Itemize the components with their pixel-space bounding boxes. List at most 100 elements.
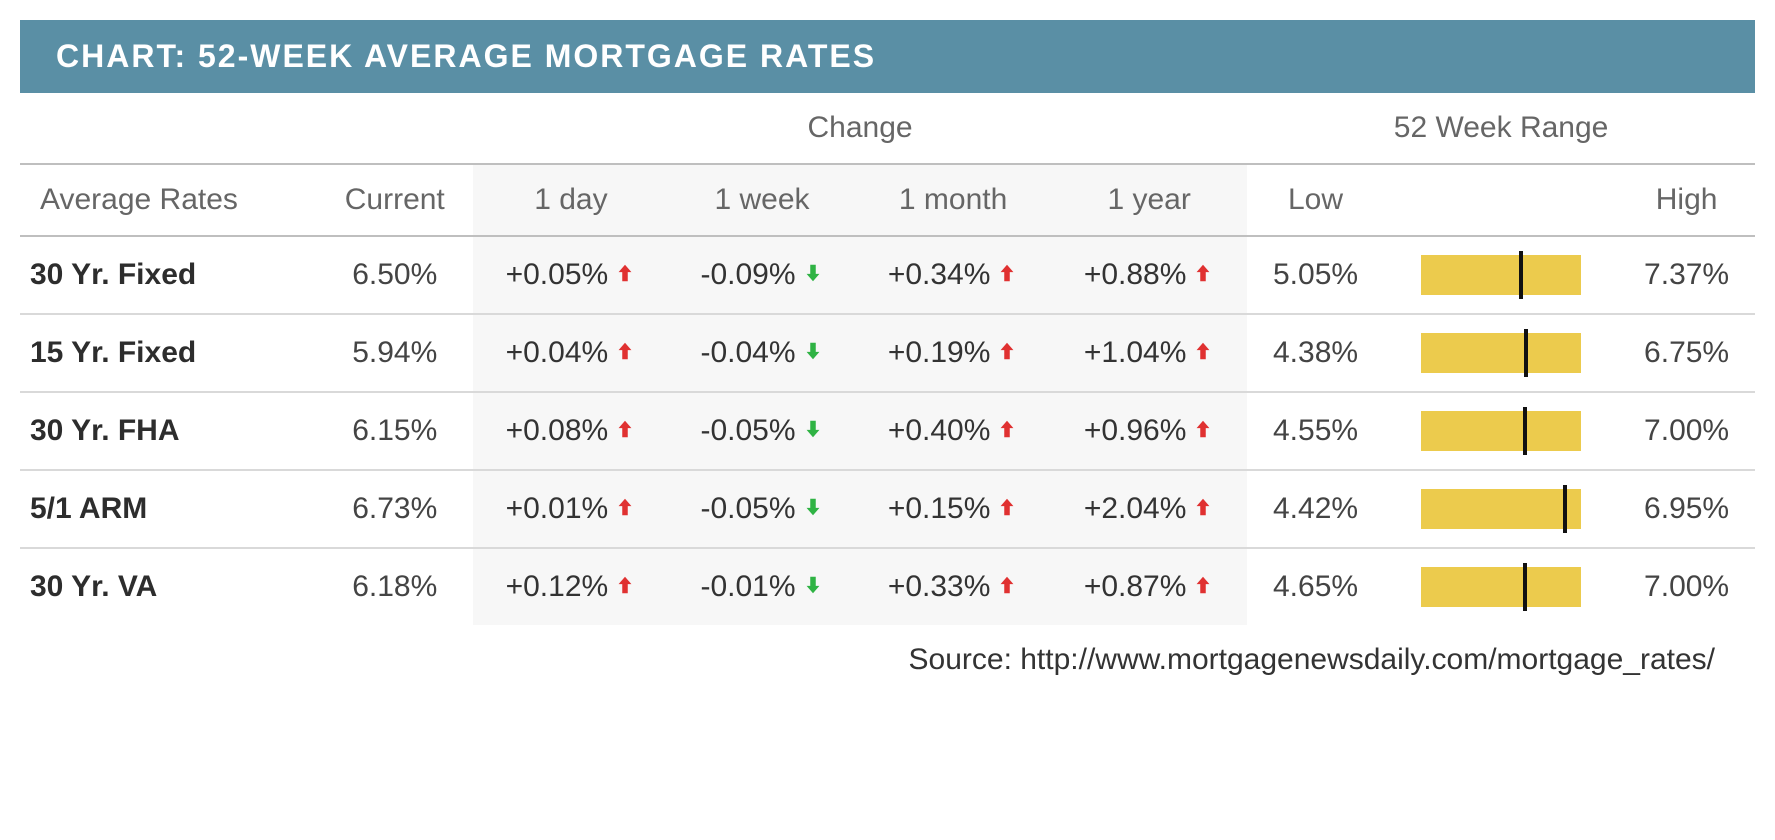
arrow-down-icon — [802, 574, 824, 596]
change-y1: +0.96% — [1051, 392, 1247, 470]
arrow-down-icon — [802, 340, 824, 362]
change-arrow — [996, 492, 1018, 525]
range-bar — [1421, 567, 1581, 607]
arrow-up-icon — [614, 340, 636, 362]
arrow-up-icon — [1192, 496, 1214, 518]
change-arrow — [1192, 258, 1214, 291]
change-value: +0.05% — [506, 258, 609, 291]
change-value: +0.12% — [506, 570, 609, 603]
change-value: -0.09% — [700, 258, 795, 291]
range-current-marker — [1523, 407, 1527, 455]
source-text: Source: http://www.mortgagenewsdaily.com… — [20, 625, 1755, 687]
change-arrow — [1192, 414, 1214, 447]
change-w1: -0.09% — [669, 236, 855, 314]
range-current-marker — [1519, 251, 1523, 299]
change-value: +0.15% — [888, 492, 991, 525]
change-value: -0.01% — [700, 570, 795, 603]
change-arrow — [1192, 336, 1214, 369]
range-bar — [1421, 489, 1581, 529]
range-current-marker — [1523, 563, 1527, 611]
change-value: -0.05% — [700, 492, 795, 525]
arrow-down-icon — [802, 262, 824, 284]
change-m1: +0.34% — [855, 236, 1051, 314]
change-d1: +0.12% — [473, 548, 669, 625]
change-value: +0.01% — [506, 492, 609, 525]
change-value: +0.40% — [888, 414, 991, 447]
change-value: +0.88% — [1084, 258, 1187, 291]
change-w1: -0.04% — [669, 314, 855, 392]
change-value: +0.08% — [506, 414, 609, 447]
col-1year: 1 year — [1051, 164, 1247, 236]
change-w1: -0.05% — [669, 470, 855, 548]
change-arrow — [996, 336, 1018, 369]
arrow-down-icon — [802, 496, 824, 518]
change-m1: +0.33% — [855, 548, 1051, 625]
rate-current: 6.18% — [317, 548, 473, 625]
change-m1: +0.15% — [855, 470, 1051, 548]
change-y1: +0.87% — [1051, 548, 1247, 625]
change-y1: +0.88% — [1051, 236, 1247, 314]
table-row: 30 Yr. FHA6.15%+0.08%-0.05%+0.40%+0.96%4… — [20, 392, 1755, 470]
col-current: Current — [317, 164, 473, 236]
col-rates: Average Rates — [20, 164, 317, 236]
header-spacer — [20, 93, 473, 164]
change-arrow — [996, 414, 1018, 447]
rate-current: 6.50% — [317, 236, 473, 314]
change-w1: -0.01% — [669, 548, 855, 625]
range-bar — [1421, 333, 1581, 373]
change-arrow — [802, 258, 824, 291]
range-low: 4.42% — [1247, 470, 1384, 548]
range-high: 7.00% — [1618, 392, 1755, 470]
change-value: -0.04% — [700, 336, 795, 369]
rate-name: 30 Yr. VA — [20, 548, 317, 625]
range-bar-cell — [1384, 548, 1618, 625]
rate-name: 30 Yr. Fixed — [20, 236, 317, 314]
change-value: +2.04% — [1084, 492, 1187, 525]
change-d1: +0.08% — [473, 392, 669, 470]
change-value: -0.05% — [700, 414, 795, 447]
range-high: 6.75% — [1618, 314, 1755, 392]
range-low: 4.55% — [1247, 392, 1384, 470]
range-current-marker — [1563, 485, 1567, 533]
range-bar — [1421, 411, 1581, 451]
arrow-up-icon — [1192, 574, 1214, 596]
change-arrow — [1192, 492, 1214, 525]
change-arrow — [802, 492, 824, 525]
arrow-up-icon — [996, 496, 1018, 518]
change-arrow — [614, 492, 636, 525]
range-bar-cell — [1384, 470, 1618, 548]
arrow-up-icon — [996, 340, 1018, 362]
change-arrow — [802, 414, 824, 447]
table-row: 5/1 ARM6.73%+0.01%-0.05%+0.15%+2.04%4.42… — [20, 470, 1755, 548]
rate-name: 30 Yr. FHA — [20, 392, 317, 470]
change-arrow — [996, 570, 1018, 603]
change-d1: +0.01% — [473, 470, 669, 548]
change-arrow — [802, 570, 824, 603]
range-high: 7.37% — [1618, 236, 1755, 314]
rates-table: Change 52 Week Range Average Rates Curre… — [20, 93, 1755, 625]
range-high: 7.00% — [1618, 548, 1755, 625]
table-row: 15 Yr. Fixed5.94%+0.04%-0.04%+0.19%+1.04… — [20, 314, 1755, 392]
arrow-up-icon — [614, 574, 636, 596]
change-value: +0.96% — [1084, 414, 1187, 447]
rate-name: 15 Yr. Fixed — [20, 314, 317, 392]
chart-title: CHART: 52-WEEK AVERAGE MORTGAGE RATES — [20, 20, 1755, 93]
range-high: 6.95% — [1618, 470, 1755, 548]
change-d1: +0.04% — [473, 314, 669, 392]
range-low: 4.38% — [1247, 314, 1384, 392]
rate-current: 6.73% — [317, 470, 473, 548]
change-arrow — [802, 336, 824, 369]
col-low: Low — [1247, 164, 1384, 236]
arrow-down-icon — [802, 418, 824, 440]
arrow-up-icon — [1192, 262, 1214, 284]
change-m1: +0.40% — [855, 392, 1051, 470]
arrow-up-icon — [614, 262, 636, 284]
chart-container: CHART: 52-WEEK AVERAGE MORTGAGE RATES Ch… — [0, 0, 1775, 697]
table-row: 30 Yr. VA6.18%+0.12%-0.01%+0.33%+0.87%4.… — [20, 548, 1755, 625]
range-bar-cell — [1384, 236, 1618, 314]
change-d1: +0.05% — [473, 236, 669, 314]
change-arrow — [614, 570, 636, 603]
arrow-up-icon — [1192, 340, 1214, 362]
arrow-up-icon — [996, 262, 1018, 284]
range-bar — [1421, 255, 1581, 295]
